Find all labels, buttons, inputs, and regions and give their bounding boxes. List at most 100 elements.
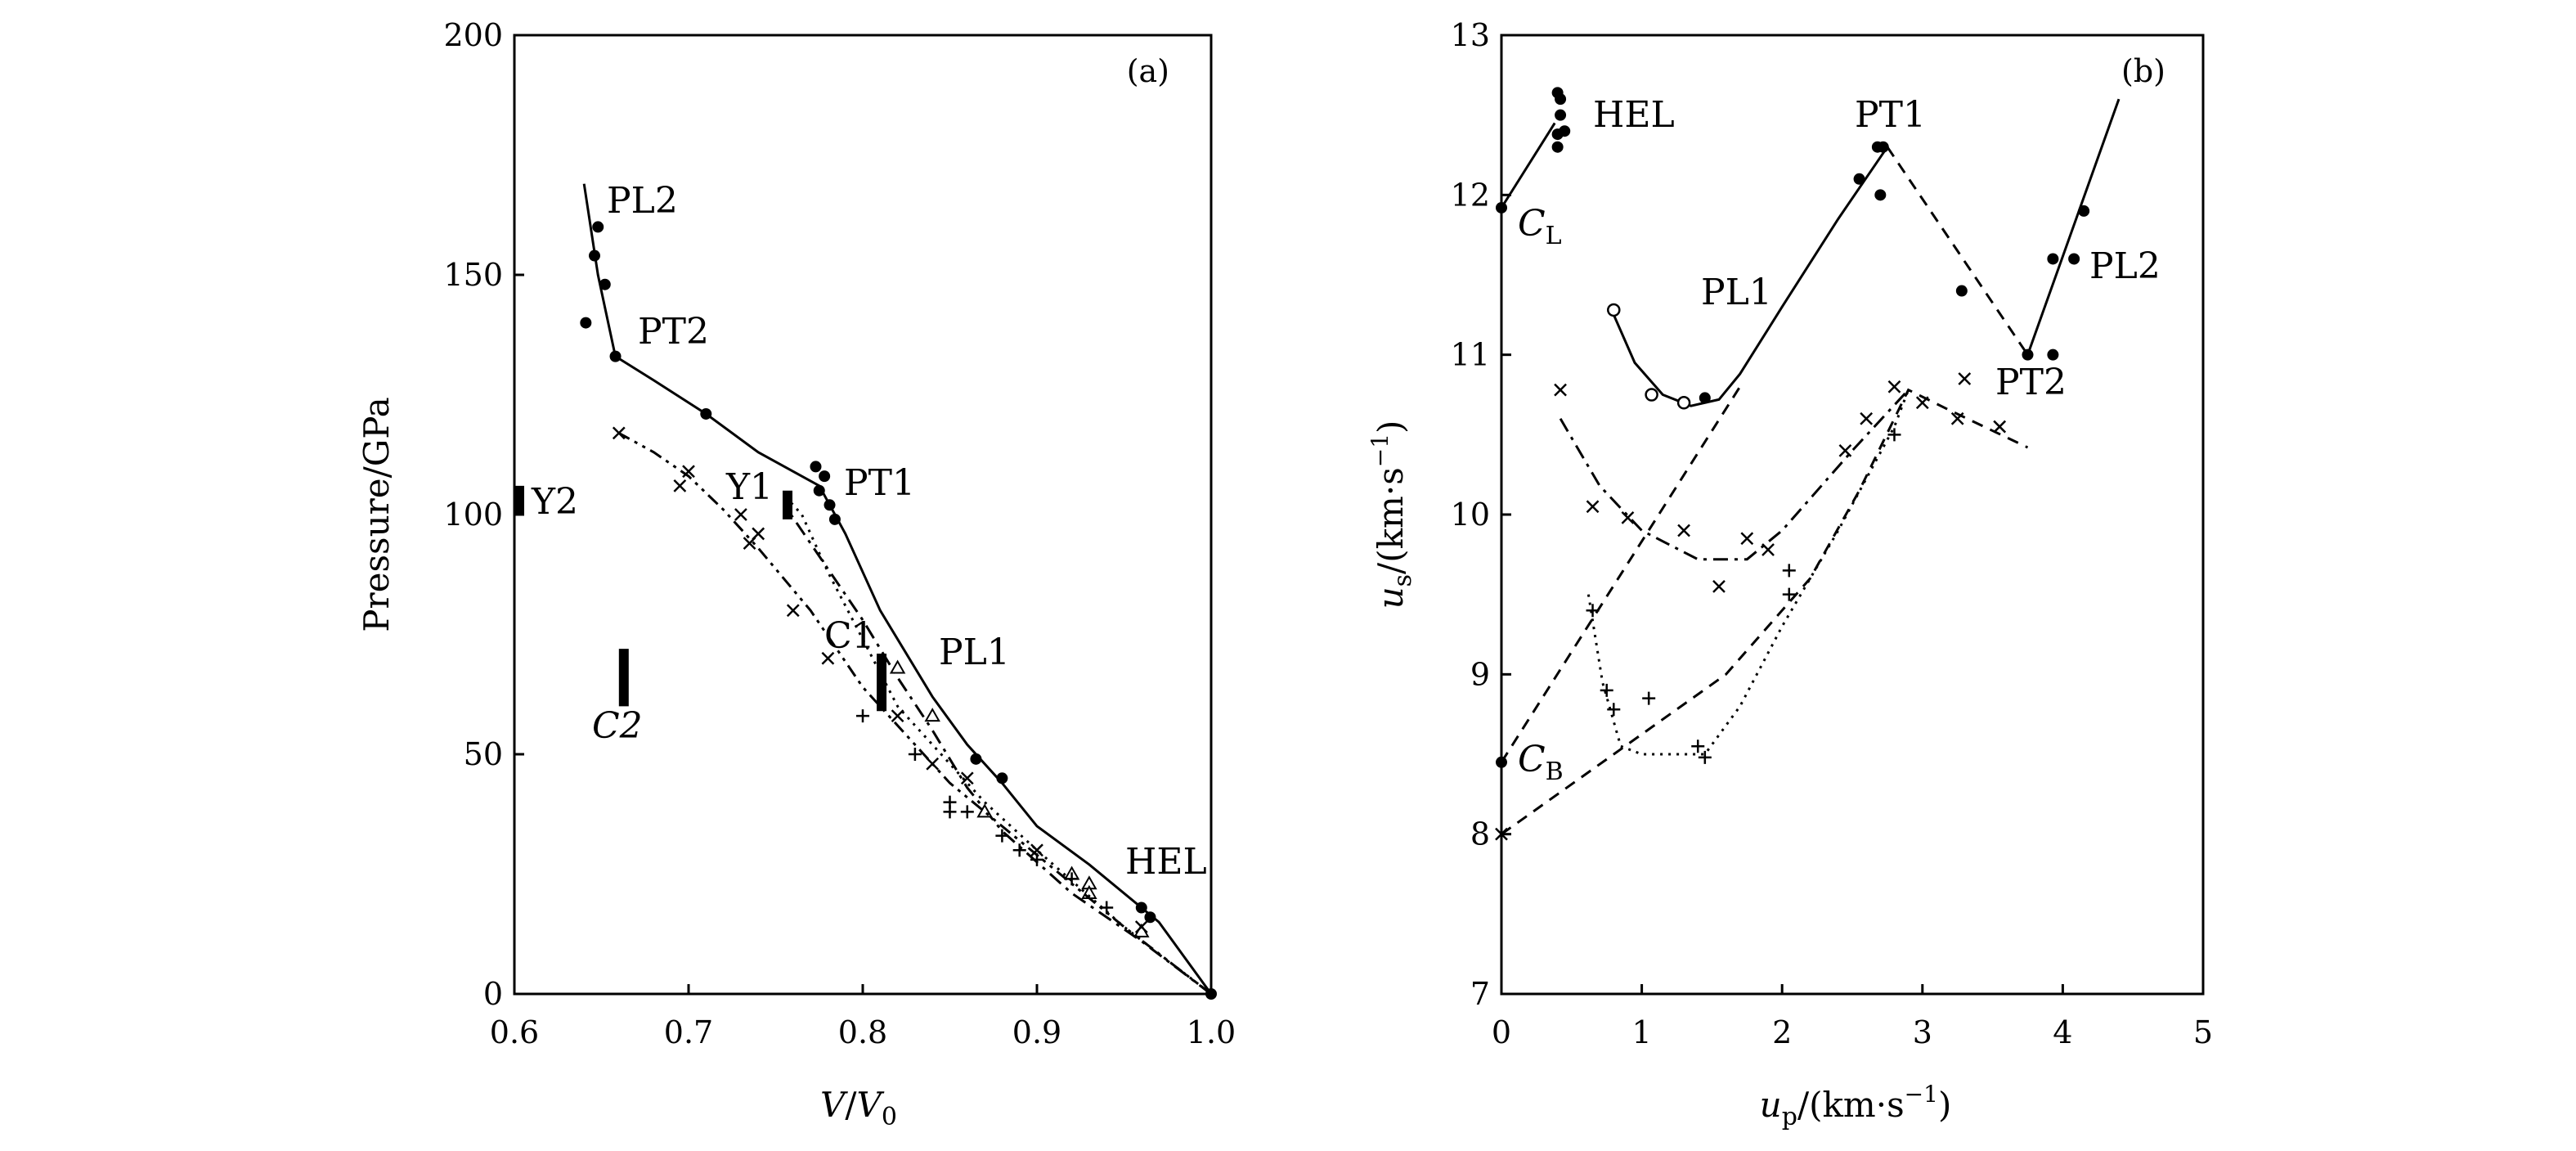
data-point	[613, 427, 625, 438]
data-point	[1587, 501, 1599, 512]
data-point	[1762, 544, 1774, 555]
data-point	[970, 753, 981, 765]
annotation-pl2: PL2	[607, 180, 678, 222]
data-point	[1608, 304, 1619, 316]
y-tick-label: 13	[1451, 17, 1490, 53]
data-point	[1839, 445, 1851, 456]
chart-b-x-axis-label: up/(km·s−1)	[1760, 1081, 1952, 1131]
series-line-3	[1887, 147, 2028, 355]
data-point	[752, 528, 764, 539]
y-tick-label: 9	[1470, 656, 1490, 692]
annotation-y1: Y1	[725, 466, 773, 508]
data-point	[961, 805, 974, 818]
annotation-y2: Y2	[531, 481, 578, 523]
data-point	[1646, 389, 1658, 401]
annotation-b-pt1: PT1	[1855, 94, 1926, 136]
annotation-pt1: PT1	[844, 462, 915, 504]
x-tick-label: 0.8	[838, 1014, 887, 1050]
chart-a-y-ticks: 050100150200	[443, 17, 524, 1012]
data-point	[856, 709, 869, 722]
chart-a-y-axis-label: Pressure/GPa	[357, 397, 397, 632]
data-point	[1956, 286, 1968, 297]
data-point	[810, 461, 821, 472]
data-point	[589, 250, 600, 262]
y-tick-label: 100	[443, 497, 503, 533]
y-tick-label: 0	[483, 976, 503, 1012]
data-point	[1622, 512, 1633, 524]
data-point	[2068, 253, 2080, 264]
x-tick-label: 0.9	[1012, 1014, 1061, 1050]
data-point	[1136, 902, 1147, 914]
data-point	[1678, 397, 1690, 408]
chart-a-annotations: PL2 PT2 PT1 Y1 Y2 C1 PL1 C2 HEL	[531, 180, 1207, 883]
chart-a-x-axis-label: V/V0	[820, 1085, 897, 1131]
y-tick-label: 11	[1451, 337, 1490, 373]
data-point	[944, 805, 957, 818]
data-point	[1860, 413, 1872, 425]
annotation-b-pl2: PL2	[2089, 245, 2161, 287]
data-point	[2047, 253, 2058, 264]
data-point	[1555, 93, 1566, 105]
x-tick-label: 0.7	[664, 1014, 713, 1050]
data-point	[1600, 684, 1613, 697]
chart-b-frame	[1501, 35, 2203, 994]
data-point	[2078, 205, 2089, 217]
series-line-5	[1501, 387, 1740, 762]
annotation-hel: HEL	[1125, 841, 1207, 883]
annotation-pt2: PT2	[638, 311, 709, 353]
annotation-b-pl1: PL1	[1701, 272, 1772, 313]
series-line-7	[1560, 390, 1909, 560]
data-point	[1854, 173, 1865, 185]
data-point	[1642, 692, 1655, 705]
x-tick-label: 0	[1492, 1014, 1511, 1050]
data-point	[1917, 397, 1928, 408]
data-point	[1607, 703, 1620, 716]
chart-a: (a) V/V0 Pressure/GPa 0.6 0.7 0.8 0.9 1.0 0 5…	[357, 17, 1236, 1131]
series-line-4	[619, 433, 1211, 994]
data-point	[700, 408, 711, 420]
data-point	[580, 317, 591, 329]
data-point	[829, 514, 841, 525]
x-tick-label: 3	[1913, 1014, 1932, 1050]
data-point	[926, 709, 939, 721]
data-point	[1713, 581, 1725, 592]
data-point	[592, 221, 604, 232]
series-line-1	[1501, 123, 1555, 208]
y-tick-label: 50	[464, 736, 503, 772]
data-point	[1496, 202, 1507, 214]
y-tick-label: 200	[443, 17, 503, 53]
data-point	[819, 470, 830, 482]
data-point	[1994, 421, 2005, 433]
chart-a-frame	[514, 35, 1211, 994]
chart-a-panel-label: (a)	[1127, 53, 1169, 89]
data-point	[1959, 373, 1970, 384]
data-point	[1678, 525, 1690, 537]
x-tick-label: 1	[1632, 1014, 1652, 1050]
chart-b-y-axis-label: us/(km·s−1)	[1367, 420, 1417, 609]
chart-a-series	[580, 184, 1217, 1000]
data-point	[814, 485, 825, 497]
chart-b-panel-label: (b)	[2121, 53, 2165, 89]
y-tick-label: 8	[1470, 816, 1490, 852]
series-line-8	[1588, 390, 1908, 754]
data-point	[891, 662, 904, 673]
series-line-6	[1501, 390, 2028, 834]
x-tick-label: 5	[2193, 1014, 2213, 1050]
data-point	[1552, 142, 1564, 153]
data-point	[1555, 110, 1566, 121]
x-tick-label: 4	[2053, 1014, 2072, 1050]
data-point	[1874, 189, 1886, 200]
data-point	[610, 351, 622, 362]
data-point	[599, 279, 611, 290]
annotation-b-cl: CL	[1518, 203, 1562, 250]
data-point	[1552, 128, 1564, 140]
data-point	[2022, 349, 2034, 361]
data-point	[1496, 757, 1507, 768]
data-point	[824, 499, 836, 510]
chart-b-series	[1496, 87, 2119, 839]
data-point	[1888, 381, 1900, 393]
data-point	[674, 480, 685, 492]
chart-b: (b) up/(km·s−1) us/(km·s−1) 012345 78910…	[1367, 17, 2213, 1131]
data-point	[1878, 142, 1889, 153]
